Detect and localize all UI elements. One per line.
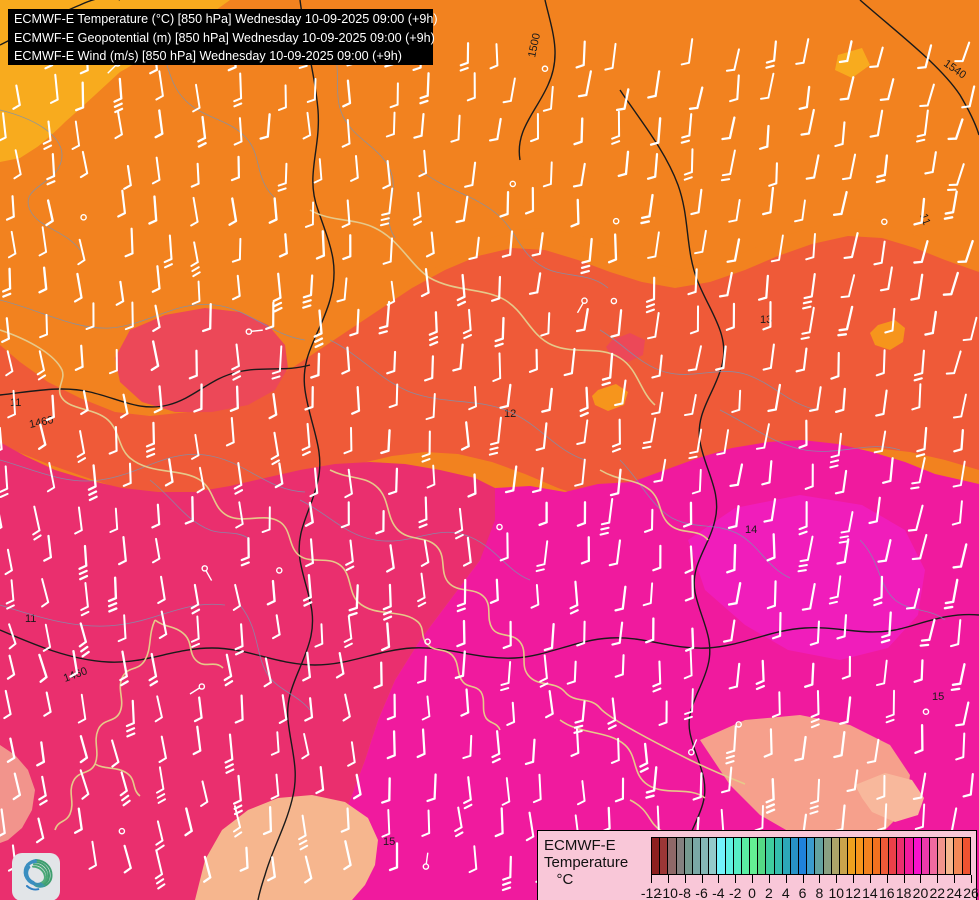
svg-text:15: 15: [383, 836, 395, 848]
svg-text:13: 13: [760, 314, 772, 326]
svg-text:14: 14: [745, 524, 757, 536]
svg-text:11: 11: [10, 397, 21, 409]
svg-text:15: 15: [932, 691, 944, 703]
